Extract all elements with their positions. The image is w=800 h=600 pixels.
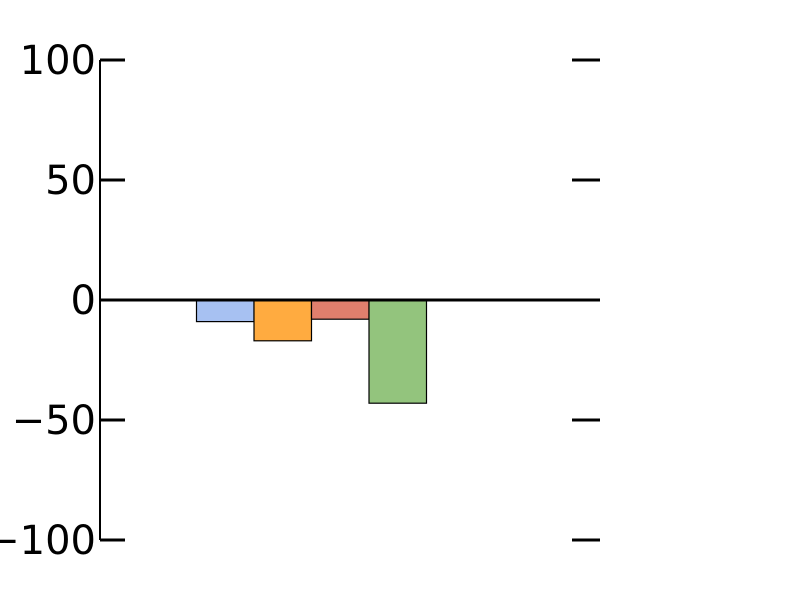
y-tick-label: −100 xyxy=(0,518,96,564)
bar-1 xyxy=(195,299,255,323)
bar-2 xyxy=(253,299,313,342)
bars-layer xyxy=(195,299,428,404)
y-tick-label: −50 xyxy=(12,398,96,444)
bar-3 xyxy=(310,299,370,320)
y-tick-label: 50 xyxy=(45,158,96,204)
bar-4 xyxy=(368,299,428,404)
y-ticks-layer: 100 50 0 −50 −100 xyxy=(0,38,600,564)
y-tick-label: 100 xyxy=(20,38,96,84)
y-tick-label: 0 xyxy=(71,278,96,324)
